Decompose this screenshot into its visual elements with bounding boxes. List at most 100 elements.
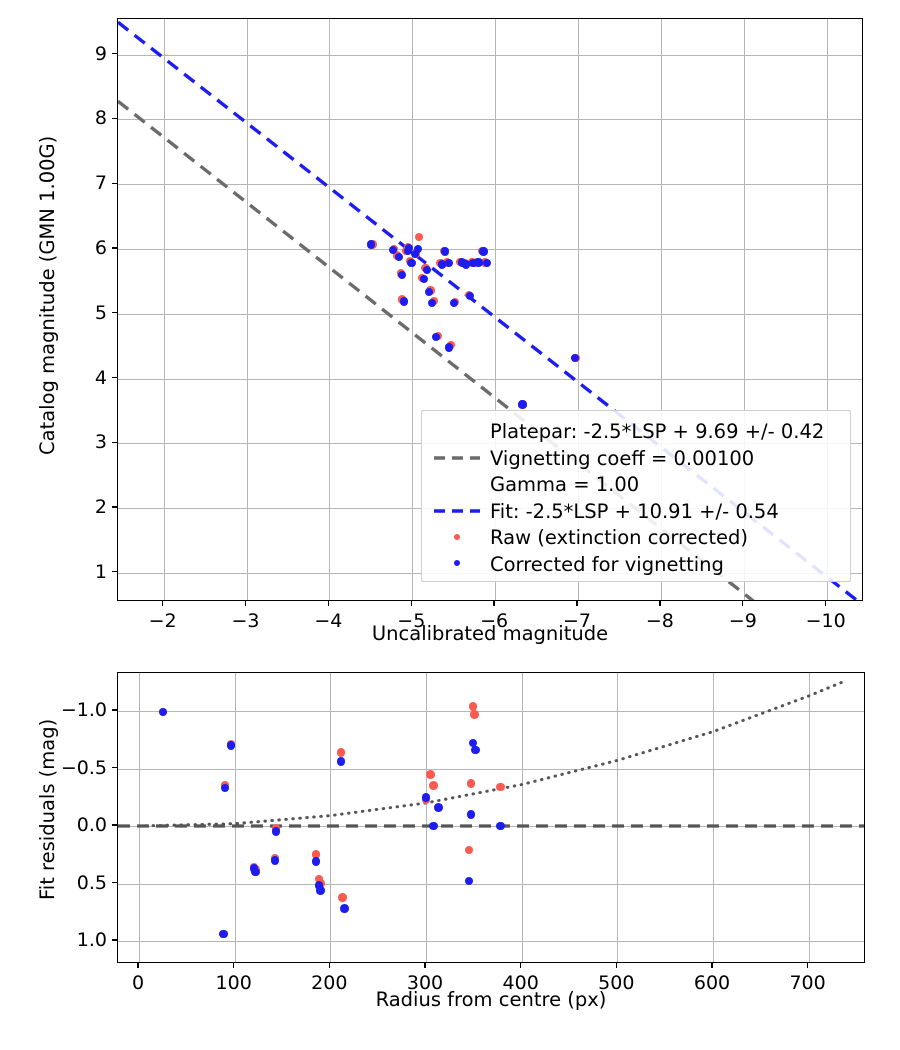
gridline-horizontal: [118, 119, 862, 121]
y-axis-tick-label: 3: [94, 431, 107, 454]
corrected-data-point: [474, 258, 483, 267]
residual-raw-point: [466, 779, 476, 788]
x-axis-tick: [615, 963, 617, 968]
corrected-data-point: [389, 245, 398, 254]
gridline-horizontal: [118, 941, 864, 942]
corrected-data-point: [518, 400, 527, 409]
fit-residuals-panel: 0 100 200 300 400 500 600 700 1.0 0.5 0.0 −0.5 −1.0 …: [0, 655, 900, 1050]
residual-corrected-point: [271, 827, 281, 837]
gridline-vertical: [617, 673, 619, 962]
y-axis-tick-label: 5: [94, 301, 107, 324]
x-axis-tick-label: −9: [728, 610, 757, 632]
y-axis-tick-label: 7: [94, 172, 107, 195]
gridline-vertical: [808, 673, 810, 962]
residual-raw-point: [470, 710, 480, 719]
gridline-horizontal: [118, 768, 864, 770]
y-axis-tick: [112, 441, 117, 443]
x-axis-tick-label: 300: [406, 972, 444, 994]
x-axis-tick-label: −4: [314, 610, 343, 632]
gridline-vertical: [139, 673, 140, 962]
residual-raw-point: [429, 781, 438, 790]
y-axis-tick: [112, 824, 117, 826]
y-axis-tick-label: 9: [94, 42, 107, 65]
residual-raw-point: [336, 748, 346, 757]
gridline-vertical: [330, 673, 332, 962]
gridline-vertical: [426, 673, 427, 962]
ax2-overlay: [118, 680, 864, 828]
y-axis-tick: [112, 939, 117, 941]
x-axis-tick-label: 700: [789, 972, 826, 994]
residual-corrected-point: [311, 857, 321, 866]
x-axis-tick-label: 200: [311, 972, 348, 994]
x-axis-tick-label: −7: [562, 610, 592, 632]
bottom-yaxis-title: Fit residuals (mag): [36, 718, 59, 900]
x-axis-tick: [161, 601, 164, 606]
x-axis-tick: [711, 963, 713, 968]
gridline-vertical: [329, 19, 331, 600]
gridline-vertical: [743, 19, 745, 600]
legend-dashed-line-swatch: [434, 508, 480, 513]
residual-corrected-point: [496, 821, 505, 831]
x-axis-tick: [244, 601, 247, 606]
corrected-data-point: [441, 247, 450, 256]
residual-corrected-point: [466, 810, 476, 819]
x-axis-tick-label: 100: [215, 972, 252, 994]
residual-raw-point: [338, 892, 348, 902]
x-axis-tick-label: −8: [645, 610, 674, 632]
gridline-vertical: [246, 19, 248, 600]
x-axis-tick-label: 600: [693, 972, 731, 994]
residual-corrected-point: [429, 821, 438, 831]
gridline-horizontal: [118, 249, 862, 250]
y-axis-tick-label: 2: [94, 496, 107, 519]
gridline-horizontal: [118, 711, 864, 712]
legend-entry-label: Fit: -2.5*LSP + 10.91 +/- 0.54: [490, 499, 779, 523]
x-axis-tick: [328, 963, 330, 968]
x-axis-tick: [742, 601, 744, 606]
residual-raw-point: [468, 702, 478, 711]
x-axis-tick-label: 400: [502, 972, 539, 994]
corrected-data-point: [479, 247, 488, 256]
x-axis-tick: [410, 601, 412, 606]
legend-entry-label: Gamma = 1.00: [490, 473, 640, 496]
gridline-vertical: [713, 673, 714, 962]
y-axis-tick-label: 0.5: [76, 871, 107, 894]
corrected-data-point: [438, 260, 447, 269]
legend-entry-label: Raw (extinction corrected): [490, 526, 748, 549]
y-axis-tick-label: −0.5: [60, 756, 107, 779]
vignetting-model-curve: [137, 680, 844, 828]
y-axis-tick: [112, 52, 117, 55]
corrected-data-point: [432, 332, 441, 342]
x-axis-tick: [137, 963, 139, 968]
corrected-data-point: [419, 275, 428, 284]
corrected-data-point: [399, 297, 409, 306]
residual-raw-point: [426, 769, 436, 779]
residual-corrected-point: [421, 792, 431, 802]
y-axis-tick-label: 0.0: [76, 814, 107, 836]
y-axis-tick: [112, 766, 117, 769]
x-axis-tick: [327, 601, 330, 606]
y-axis-tick: [112, 312, 117, 314]
y-axis-tick: [112, 881, 117, 884]
x-axis-tick-label: −5: [397, 610, 426, 632]
residual-corrected-point: [218, 929, 228, 939]
legend-dot-swatch: [454, 533, 460, 540]
x-axis-tick: [825, 601, 827, 606]
x-axis-tick: [576, 601, 578, 606]
corrected-data-point: [469, 259, 478, 268]
x-axis-tick-label: −6: [480, 610, 509, 632]
corrected-data-point: [428, 298, 437, 307]
x-axis-tick-label: 500: [598, 972, 635, 994]
residual-corrected-point: [314, 881, 324, 891]
y-axis-tick-label: −1.0: [60, 699, 107, 721]
gridline-vertical: [521, 673, 523, 962]
y-axis-tick-label: 6: [94, 237, 107, 259]
legend-entry-label: Platepar: -2.5*LSP + 9.69 +/- 0.42: [490, 420, 825, 443]
legend-entry-label: Corrected for vignetting: [490, 552, 724, 576]
y-axis-tick-label: 1.0: [76, 929, 107, 951]
x-axis-tick: [806, 963, 809, 968]
bottom-xaxis-title: Radius from centre (px): [375, 988, 607, 1011]
y-axis-tick-label: 4: [94, 366, 107, 389]
corrected-data-point: [404, 243, 414, 252]
x-axis-tick-label: 0: [131, 972, 145, 994]
